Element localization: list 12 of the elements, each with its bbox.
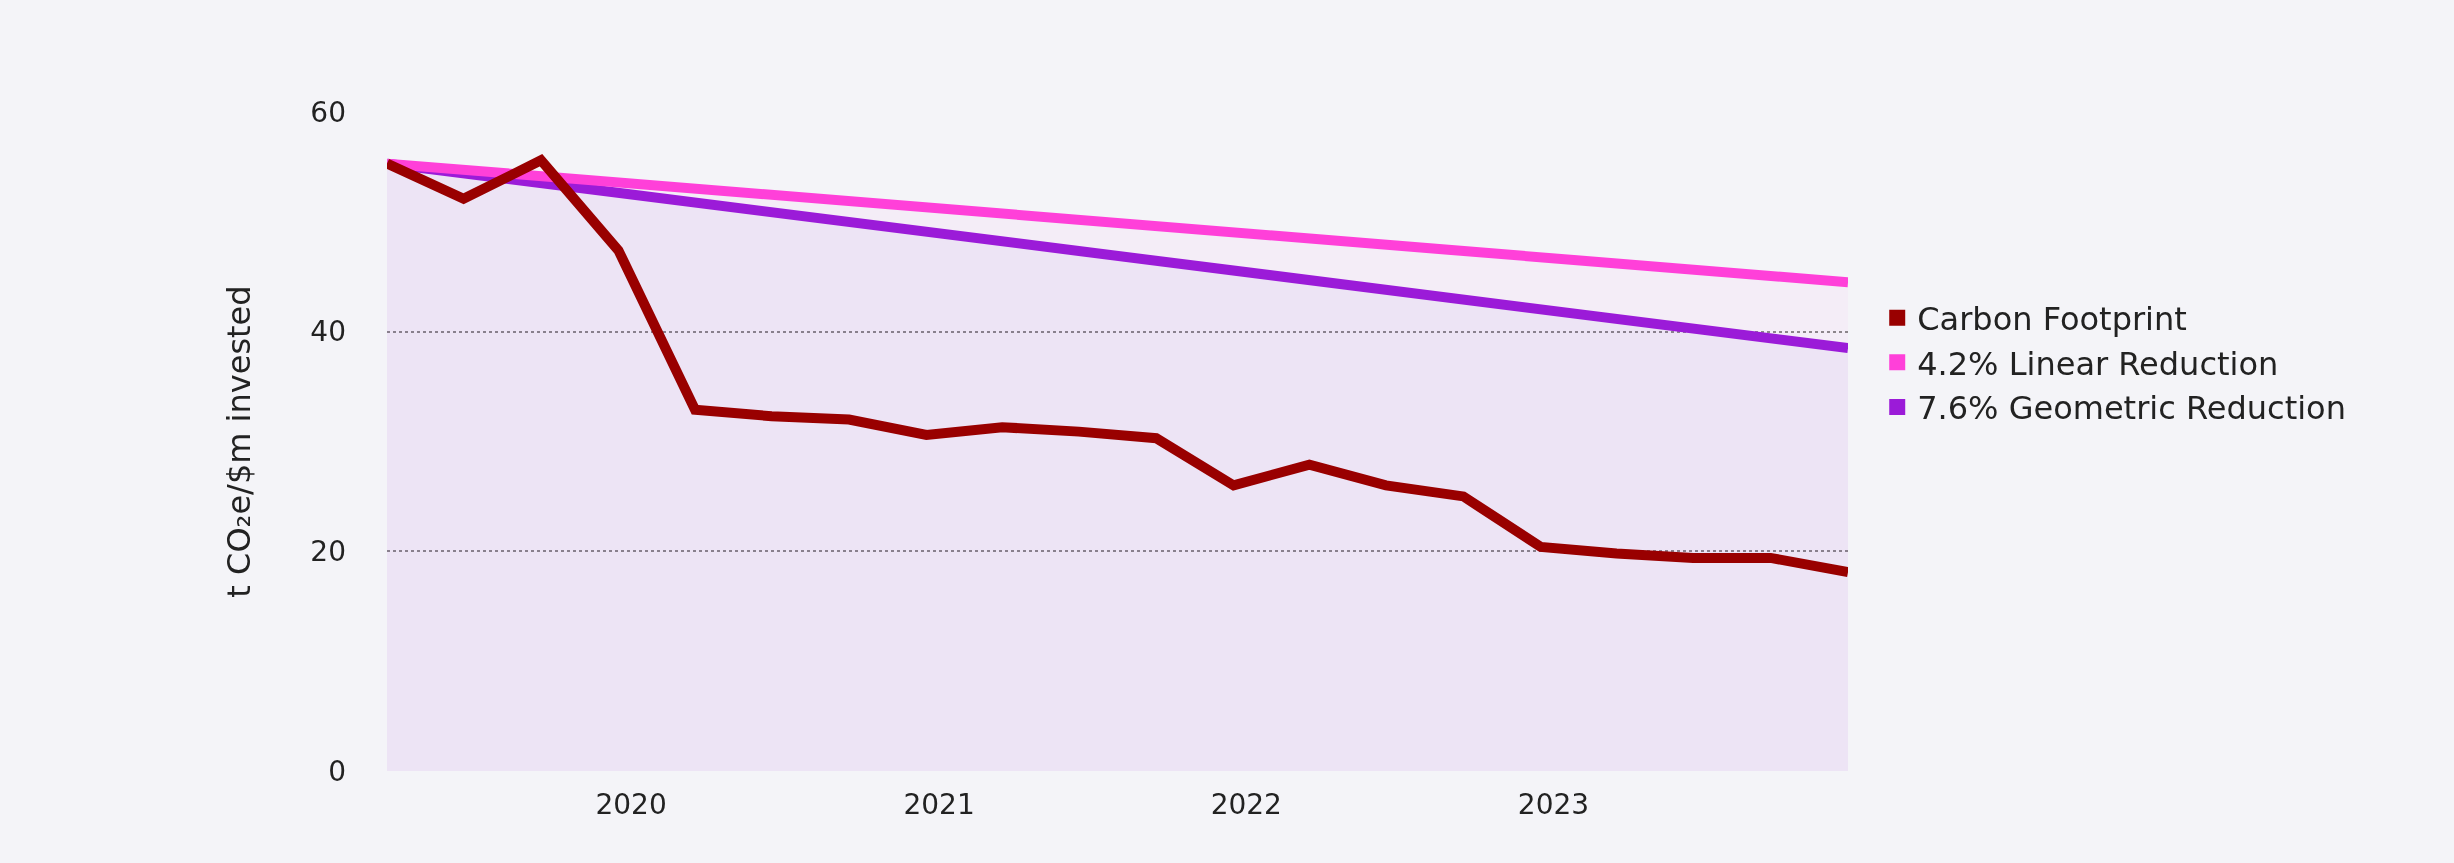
y-tick-label: 60: [310, 95, 346, 129]
y-tick-label: 40: [310, 315, 346, 349]
x-tick-label: 2022: [1210, 788, 1282, 821]
y-axis-title: t CO₂e/$m invested: [219, 285, 258, 598]
x-tick-label: 2021: [903, 788, 975, 821]
x-tick-label: 2020: [595, 788, 667, 821]
x-tick-label: 2023: [1517, 788, 1590, 821]
legend-label: 7.6% Geometric Reduction: [1917, 389, 2346, 428]
y-tick-label: 20: [310, 535, 346, 569]
legend-label: Carbon Footprint: [1917, 300, 2187, 339]
legend-label: 4.2% Linear Reduction: [1917, 344, 2279, 383]
y-tick-label: 0: [328, 754, 346, 788]
